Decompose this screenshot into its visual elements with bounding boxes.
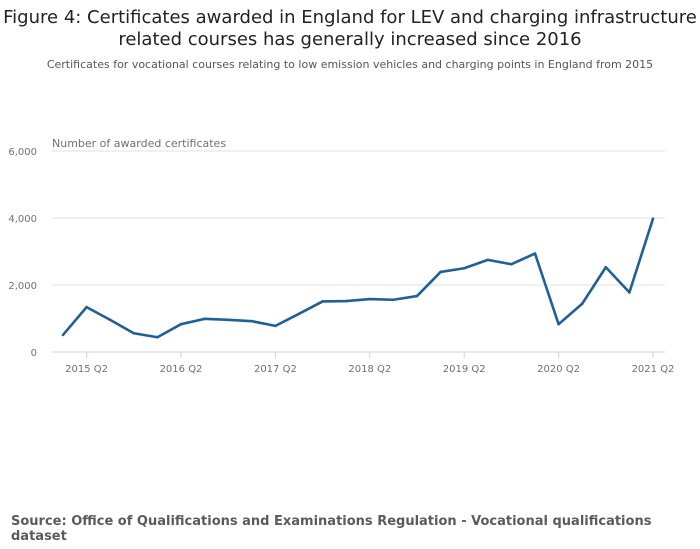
y-axis-label: Number of awarded certificates	[52, 137, 226, 150]
data-point	[85, 305, 88, 309]
y-tick-label: 4,000	[8, 214, 37, 225]
data-point	[580, 302, 584, 306]
data-point	[61, 333, 65, 337]
data-point	[462, 266, 466, 270]
data-point	[557, 322, 560, 326]
chart-subtitle: Certificates for vocational courses rela…	[46, 58, 654, 71]
data-point	[368, 297, 372, 301]
data-point	[344, 299, 348, 303]
data-point	[274, 324, 277, 328]
x-tick-label: 2018 Q2	[348, 364, 391, 375]
data-point	[297, 312, 301, 316]
x-tick-label: 2020 Q2	[537, 364, 580, 375]
data-point	[604, 265, 608, 269]
x-tick-label: 2017 Q2	[254, 364, 297, 375]
x-tick-label: 2016 Q2	[160, 364, 203, 375]
chart-title: Figure 4: Certificates awarded in Englan…	[3, 7, 697, 50]
data-point	[132, 331, 136, 335]
data-point	[533, 252, 537, 255]
data-point	[651, 217, 655, 220]
x-tick-label: 2019 Q2	[443, 364, 486, 375]
data-line	[62, 218, 655, 339]
data-point	[108, 318, 112, 322]
data-point	[250, 319, 254, 323]
data-point	[156, 335, 159, 339]
data-point	[203, 317, 206, 321]
data-point	[628, 291, 631, 294]
data-point	[226, 318, 230, 322]
data-point	[415, 294, 419, 298]
x-tick-label: 2021 Q2	[632, 364, 675, 375]
data-point	[486, 258, 490, 262]
y-tick-label: 2,000	[8, 281, 37, 292]
x-tick-label: 2015 Q2	[65, 364, 108, 375]
data-point	[439, 270, 442, 274]
data-point	[321, 300, 324, 303]
source-note: Source: Office of Qualifications and Exa…	[11, 514, 652, 544]
y-tick-label: 6,000	[8, 147, 37, 158]
data-point	[179, 322, 183, 326]
y-tick-label: 0	[31, 348, 37, 359]
data-point	[510, 262, 513, 266]
data-point	[392, 298, 395, 302]
